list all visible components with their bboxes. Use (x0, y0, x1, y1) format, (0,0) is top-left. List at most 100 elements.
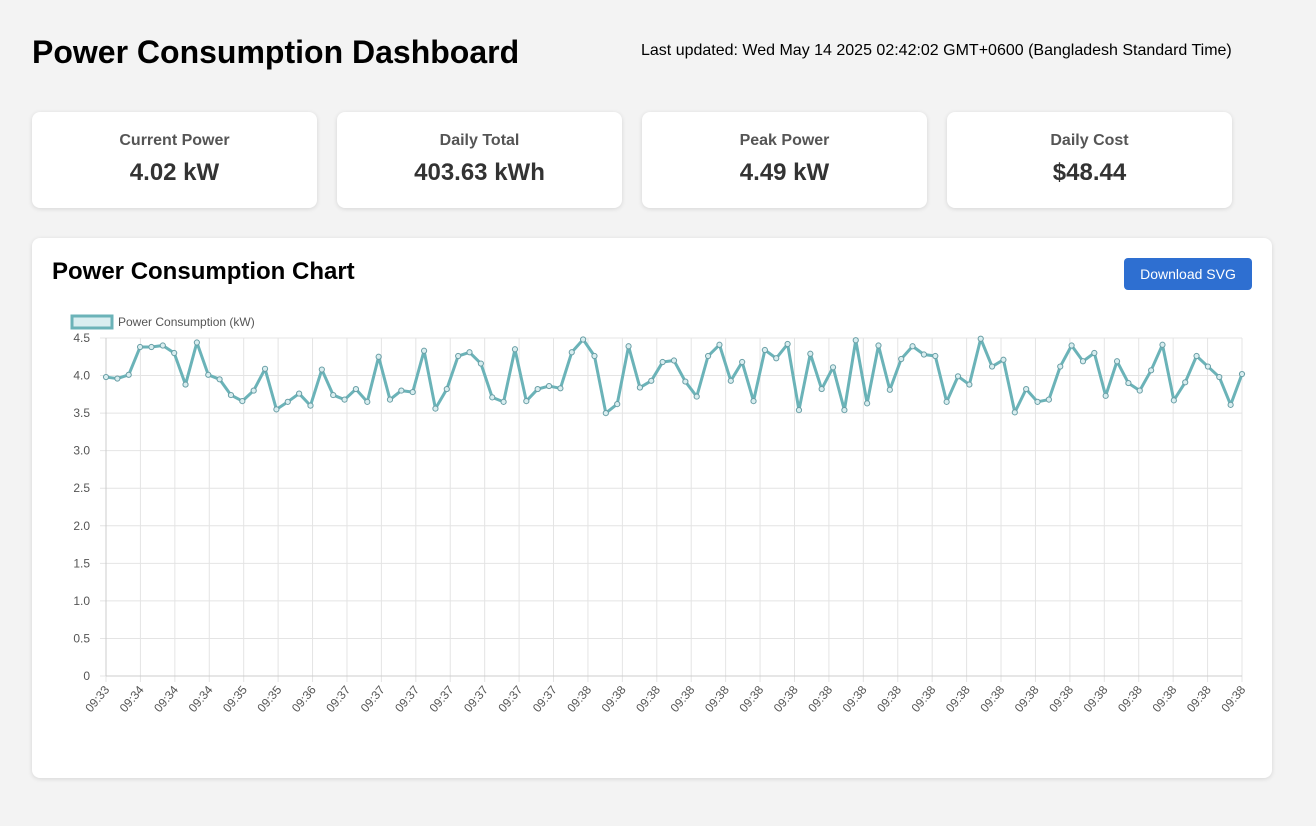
card-daily-cost: Daily Cost $48.44 (947, 112, 1232, 208)
data-point (954, 373, 962, 380)
y-tick-label: 2.0 (73, 519, 90, 533)
data-point (1148, 367, 1155, 374)
data-point (1136, 387, 1143, 394)
x-tick-label: 09:38 (564, 683, 594, 715)
data-point (886, 386, 893, 393)
x-tick-label: 09:38 (633, 683, 663, 715)
data-point (284, 398, 291, 405)
x-tick-label: 09:37 (495, 683, 525, 715)
card-daily-total: Daily Total 403.63 kWh (337, 112, 622, 208)
data-point (988, 363, 996, 370)
data-point (466, 349, 473, 356)
data-point (455, 352, 462, 360)
data-point (1170, 397, 1177, 404)
data-point (739, 358, 746, 366)
data-point (659, 358, 666, 366)
data-point (773, 355, 780, 362)
x-tick-label: 09:36 (289, 683, 319, 715)
series-points (102, 335, 1246, 417)
data-point (102, 373, 110, 381)
x-tick-label: 09:38 (702, 683, 732, 715)
x-tick-label: 09:38 (840, 683, 870, 715)
data-point (1011, 409, 1018, 416)
data-point (568, 349, 575, 356)
x-tick-label: 09:38 (805, 683, 835, 715)
x-tick-label: 09:35 (220, 683, 250, 715)
data-point (1045, 396, 1052, 403)
data-point (330, 391, 337, 399)
data-point (852, 337, 859, 344)
data-point (318, 366, 325, 373)
data-point (375, 353, 382, 360)
data-point (932, 352, 939, 360)
data-point (761, 346, 768, 354)
x-tick-label: 09:37 (323, 683, 353, 715)
chart-panel: 0 0.5 1.0 1.5 2.0 2.5 3.0 3.5 4.0 4.5 09:33 09:34 09… (32, 238, 1272, 778)
data-point (193, 339, 200, 346)
data-point (795, 407, 803, 414)
data-point (534, 385, 541, 393)
data-point (489, 394, 496, 401)
data-point (1216, 373, 1223, 381)
data-point (602, 410, 609, 417)
legend-swatch (70, 314, 114, 330)
card-value: 4.49 kW (739, 159, 830, 186)
data-point (386, 396, 394, 403)
power-chart: 00.51.01.52.02.53.03.54.04.509:33 09:34 09… (70, 314, 1249, 715)
card-value: $48.44 (1052, 159, 1127, 186)
last-updated-text: Last updated: Wed May 14 2025 02:42:02 G… (641, 42, 1232, 59)
data-point (682, 378, 689, 385)
data-point (1034, 398, 1041, 405)
data-point (1159, 341, 1166, 348)
data-point (364, 398, 371, 405)
data-point (273, 406, 280, 413)
y-tick-label: 0.5 (73, 631, 90, 645)
x-tick-label: 09:38 (908, 683, 938, 715)
x-tick-label: 09:34 (151, 683, 181, 715)
data-point (148, 343, 155, 351)
data-point (432, 405, 439, 412)
data-point (1193, 352, 1200, 360)
x-tick-label: 09:37 (392, 683, 422, 715)
x-tick-label: 09:38 (943, 683, 973, 715)
data-point (636, 384, 644, 391)
data-point (171, 349, 178, 357)
data-point (1091, 349, 1098, 357)
data-point (307, 402, 314, 409)
x-tick-label: 09:38 (977, 683, 1007, 715)
data-point (545, 382, 553, 390)
data-point (398, 387, 405, 394)
data-point (807, 350, 814, 357)
x-tick-label: 09:35 (254, 683, 284, 715)
y-tick-label: 1.0 (73, 594, 90, 608)
data-point (352, 385, 360, 393)
x-tick-label: 09:37 (461, 683, 491, 715)
x-tick-label: 09:38 (736, 683, 766, 715)
data-point (966, 381, 973, 388)
data-point (750, 397, 757, 405)
data-point (1068, 342, 1075, 349)
data-point (216, 376, 223, 383)
data-point (523, 397, 530, 405)
data-point (1057, 363, 1064, 370)
y-tick-label: 1.5 (73, 556, 90, 570)
data-point (511, 346, 519, 353)
download-svg-button[interactable]: Download SVG (1124, 258, 1252, 290)
data-point (182, 381, 189, 388)
header: Power Consumption Dashboard Last updated… (32, 28, 1232, 76)
card-peak-power: Peak Power 4.49 kW (642, 112, 927, 208)
y-tick-label: 4.5 (73, 331, 90, 345)
data-point (443, 385, 450, 393)
x-tick-label: 09:37 (530, 683, 560, 715)
data-point (829, 364, 837, 371)
data-point (1000, 356, 1007, 363)
data-point (1023, 385, 1030, 393)
data-point (227, 391, 235, 399)
data-point (670, 357, 678, 364)
data-point (591, 352, 598, 360)
data-point (1113, 358, 1121, 365)
chart-title: Power Consumption Chart (52, 258, 355, 285)
data-point (409, 388, 416, 396)
data-point (114, 375, 121, 382)
data-point (864, 400, 871, 407)
